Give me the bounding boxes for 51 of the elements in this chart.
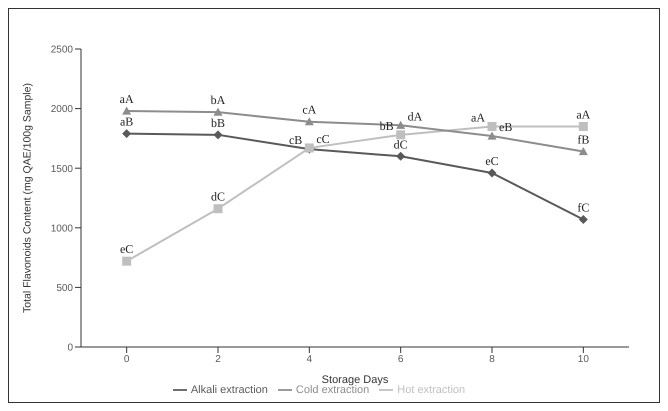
legend-label: Hot extraction xyxy=(397,384,466,396)
point xyxy=(578,122,588,131)
point xyxy=(304,117,314,126)
x-tick-label: 0 xyxy=(124,354,130,366)
data-label: dC xyxy=(394,137,408,152)
point xyxy=(396,130,406,140)
x-tick-label: 4 xyxy=(306,354,313,366)
data-label: aA xyxy=(576,107,591,122)
point xyxy=(122,129,132,138)
point xyxy=(122,106,132,115)
data-label: fC xyxy=(577,200,590,214)
x-tick-label: 10 xyxy=(578,354,590,366)
point xyxy=(396,152,406,161)
x-tick-label: 2 xyxy=(215,354,222,366)
point xyxy=(488,132,496,140)
point xyxy=(578,147,588,156)
data-label: bB xyxy=(210,116,226,130)
point xyxy=(396,120,406,129)
data-label: dC xyxy=(210,190,226,204)
point xyxy=(214,108,222,116)
point xyxy=(578,214,588,224)
y-tick-label: 1000 xyxy=(50,223,74,234)
data-label: fB xyxy=(577,132,590,147)
x-tick-label: 6 xyxy=(398,354,404,366)
data-label: eC xyxy=(120,242,134,256)
data-label: aA xyxy=(120,92,134,106)
point xyxy=(122,256,132,266)
data-label: bA xyxy=(210,93,226,108)
data-label: dA xyxy=(408,109,423,124)
y-tick-label: 2000 xyxy=(50,104,74,116)
legend-label: Cold extraction xyxy=(296,384,370,396)
x-axis-title: Storage Days xyxy=(322,374,389,386)
point xyxy=(214,130,222,140)
point xyxy=(488,168,496,178)
data-label: eB xyxy=(499,120,512,134)
point xyxy=(488,122,496,131)
y-axis-title: Total Flavonoids Content (mg QAE/100g Sample) xyxy=(22,83,34,313)
y-tick-label: 1500 xyxy=(50,164,74,175)
data-label: eC xyxy=(485,154,499,168)
y-tick-label: 2500 xyxy=(50,44,74,56)
y-tick-label: 0 xyxy=(67,342,74,354)
legend-label: Alkali extraction xyxy=(190,384,268,396)
data-label: cA xyxy=(302,102,317,117)
y-tick-label: 500 xyxy=(56,282,74,294)
data-label: cB xyxy=(288,133,302,148)
data-label: aA xyxy=(471,110,486,124)
data-label: cC xyxy=(316,132,330,146)
data-label: aB xyxy=(120,114,134,129)
point xyxy=(214,204,222,214)
data-label: bB xyxy=(380,118,394,133)
x-tick-label: 8 xyxy=(489,354,496,366)
